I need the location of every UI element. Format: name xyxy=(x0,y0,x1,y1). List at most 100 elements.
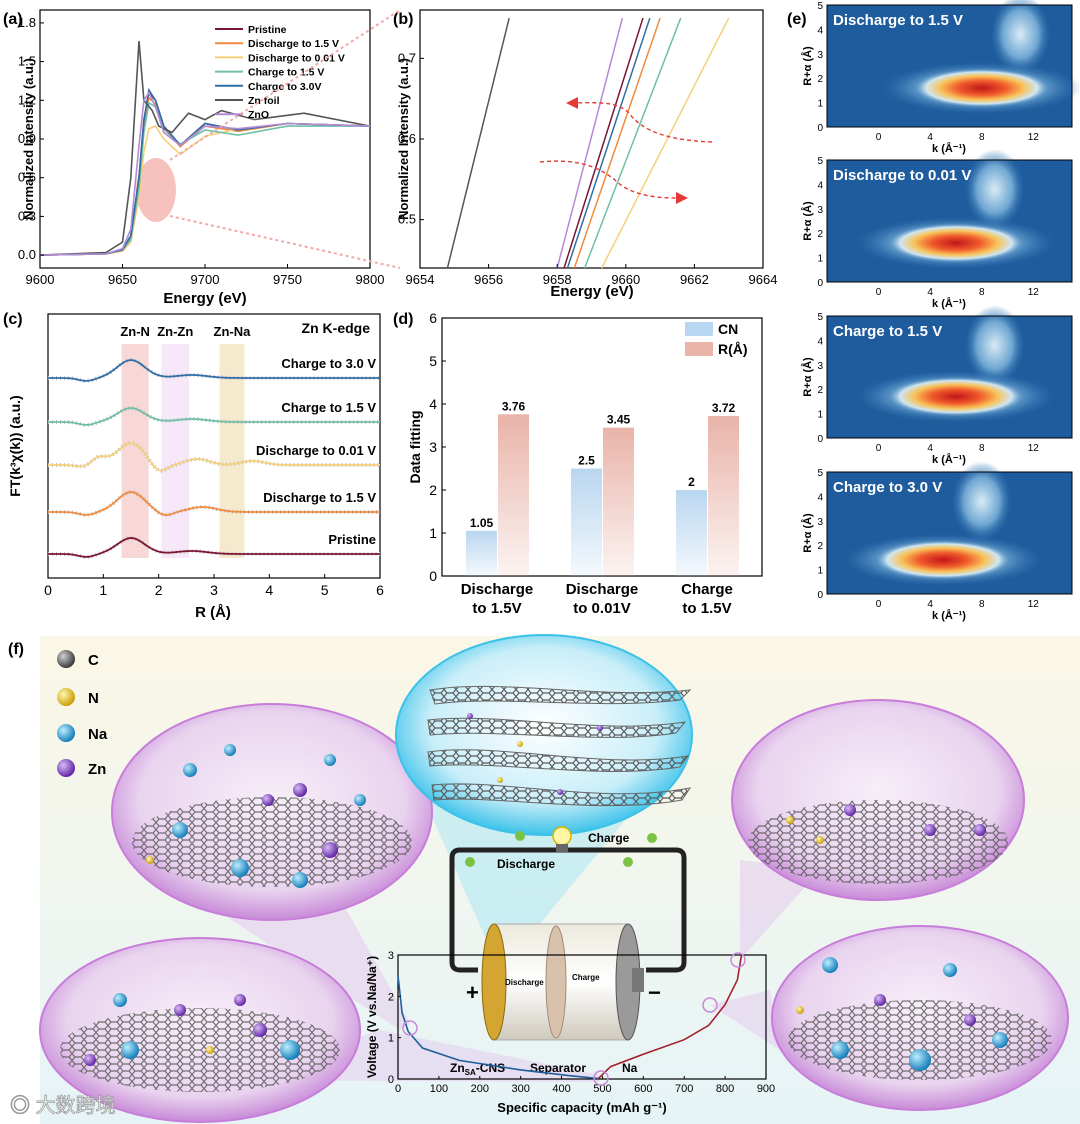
atom xyxy=(974,824,986,836)
map-peak xyxy=(911,67,1052,108)
bar-label: 2 xyxy=(688,475,695,489)
tick-label: 0 xyxy=(44,582,52,598)
tick-label: 9662 xyxy=(680,272,709,287)
legend-zn: Zn xyxy=(88,761,106,778)
legend-item: Discharge to 1.5 V xyxy=(248,38,339,50)
series-label: Charge to 1.5 V xyxy=(281,400,376,415)
voltage-profile: 0 100 200 300 400 500 600 700 800 900 0 1 2 3 Specifi… xyxy=(365,950,775,1115)
tick-label: 0 xyxy=(817,123,823,134)
atom xyxy=(172,822,188,838)
cell-discharge-label: Discharge xyxy=(505,978,544,987)
series-line xyxy=(583,17,682,269)
axis-label-y: Normalized Intensity (a.u.) xyxy=(21,58,36,220)
tick-label: 3 xyxy=(817,50,823,61)
series-label: Pristine xyxy=(328,532,376,547)
tick-label: 0.5 xyxy=(398,212,416,227)
atom xyxy=(796,1006,804,1014)
atom xyxy=(924,824,936,836)
tick-label: 0 xyxy=(876,599,882,610)
atom xyxy=(253,1023,267,1037)
category-label: to 1.5V xyxy=(682,600,731,617)
tick-label: 1 xyxy=(817,99,823,110)
atom xyxy=(84,1054,96,1066)
tick-label: 1.2 xyxy=(18,92,36,107)
tick-label: 4 xyxy=(927,599,933,610)
lightbulb-base xyxy=(556,844,568,852)
map-frame xyxy=(826,4,1073,128)
axis-label-y: R+α (Å) xyxy=(801,357,814,397)
shell-band xyxy=(121,344,149,558)
tick-label: 900 xyxy=(757,1083,775,1095)
legend-swatch xyxy=(685,342,713,356)
atom xyxy=(231,859,249,877)
axis-label-x: Energy (eV) xyxy=(163,290,246,307)
series-line xyxy=(597,954,743,1080)
atom xyxy=(943,963,957,977)
tick-label: 9750 xyxy=(273,272,302,287)
bar xyxy=(603,427,634,576)
legend-item: Charge to 1.5 V xyxy=(248,67,324,79)
bar xyxy=(571,468,602,576)
atom xyxy=(280,1040,300,1060)
axis-label-x: R (Å) xyxy=(195,604,231,621)
tick-label: 2 xyxy=(817,385,823,396)
tick-label: 5 xyxy=(321,582,329,598)
panel-c-ft-exafs: Zn-N Zn-Zn Zn-Na Charge to 3.0 V Charge to … xyxy=(7,313,384,621)
bar-label: 2.5 xyxy=(578,454,595,468)
shell-label: Zn-Na xyxy=(214,324,252,339)
cell-charge-label: Charge xyxy=(572,973,600,982)
tick-label: 400 xyxy=(552,1083,570,1095)
legend-swatch xyxy=(685,322,713,336)
tick-label: 4 xyxy=(927,132,933,143)
axis-label-x: k (Å⁻¹) xyxy=(932,142,966,155)
minus-terminal: − xyxy=(648,980,661,1005)
atom xyxy=(324,754,336,766)
legend-item: Pristine xyxy=(248,24,287,36)
series-line xyxy=(48,442,380,472)
panel-f-schematic: C N Na Zn xyxy=(10,634,1069,1123)
bar-label: 3.76 xyxy=(502,399,526,413)
map-tail xyxy=(990,0,1051,75)
separator xyxy=(545,925,567,1039)
edge-label: Zn K-edge xyxy=(302,320,371,336)
tick-label: 0.6 xyxy=(398,131,416,146)
tick-label: 8 xyxy=(979,132,985,143)
atom xyxy=(262,794,274,806)
tick-label: 0.0 xyxy=(18,247,36,262)
atom-legend: C N Na Zn xyxy=(57,650,108,778)
atom xyxy=(234,994,246,1006)
panel-label-b: (b) xyxy=(393,11,413,28)
series-label: Charge to 3.0 V xyxy=(281,356,376,371)
watermark: ◎ 大数跨境 xyxy=(10,1094,116,1117)
atom xyxy=(146,856,154,864)
map-frame xyxy=(826,471,1073,595)
legend-item: Discharge to 0.01 V xyxy=(248,52,345,64)
bar xyxy=(708,416,739,576)
atom xyxy=(121,1041,139,1059)
atom xyxy=(786,816,794,824)
shell-label: Zn-N xyxy=(120,324,150,339)
state-marker xyxy=(702,997,718,1013)
separator-label: Separator xyxy=(530,1061,586,1075)
electron-icon xyxy=(515,831,525,841)
atom xyxy=(992,1032,1008,1048)
axis-label-y: Normalized Intensity (a.u.) xyxy=(396,58,411,220)
series-line xyxy=(48,359,380,382)
tick-label: 12 xyxy=(1028,287,1040,298)
panel-label-f: (f) xyxy=(8,641,24,658)
atom xyxy=(597,725,603,731)
charge-label: Charge xyxy=(588,831,630,845)
tick-label: 12 xyxy=(1028,443,1040,454)
tick-label: 8 xyxy=(979,287,985,298)
state-marker xyxy=(730,952,746,968)
tick-label: 9650 xyxy=(108,272,137,287)
tick-label: 0.3 xyxy=(18,208,36,223)
tick-label: 2 xyxy=(388,991,394,1003)
tick-label: 0 xyxy=(876,443,882,454)
plus-terminal: + xyxy=(466,980,479,1005)
panel-a-xanes: 9600 9650 9700 9750 9800 0.0 0.3 0.6 0.9 1.2 1.5 1.… xyxy=(18,9,384,307)
